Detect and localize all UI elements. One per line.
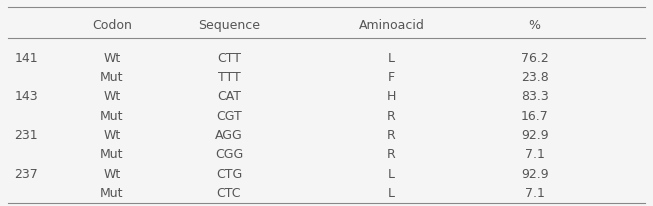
Text: Aminoacid: Aminoacid — [358, 19, 424, 32]
Text: CAT: CAT — [217, 90, 241, 103]
Text: %: % — [528, 19, 541, 32]
Text: CTG: CTG — [216, 168, 242, 181]
Text: 7.1: 7.1 — [524, 148, 545, 161]
Text: Mut: Mut — [100, 71, 123, 84]
Text: H: H — [387, 90, 396, 103]
Text: Wt: Wt — [103, 168, 121, 181]
Text: 92.9: 92.9 — [520, 129, 549, 142]
Text: CTT: CTT — [217, 52, 241, 65]
Text: 237: 237 — [14, 168, 38, 181]
Text: CTC: CTC — [217, 187, 241, 200]
Text: Wt: Wt — [103, 90, 121, 103]
Text: 92.9: 92.9 — [520, 168, 549, 181]
Text: CGG: CGG — [215, 148, 243, 161]
Text: L: L — [388, 187, 395, 200]
Text: Mut: Mut — [100, 187, 123, 200]
Text: Codon: Codon — [92, 19, 132, 32]
Text: 231: 231 — [14, 129, 38, 142]
Text: F: F — [388, 71, 395, 84]
Text: 76.2: 76.2 — [520, 52, 549, 65]
Text: R: R — [387, 148, 396, 161]
Text: CGT: CGT — [216, 110, 242, 123]
Text: AGG: AGG — [215, 129, 243, 142]
Text: Sequence: Sequence — [198, 19, 260, 32]
Text: 23.8: 23.8 — [520, 71, 549, 84]
Text: Wt: Wt — [103, 52, 121, 65]
Text: 141: 141 — [14, 52, 38, 65]
Text: 143: 143 — [14, 90, 38, 103]
Text: Mut: Mut — [100, 110, 123, 123]
Text: L: L — [388, 168, 395, 181]
Text: R: R — [387, 129, 396, 142]
Text: Mut: Mut — [100, 148, 123, 161]
Text: 83.3: 83.3 — [520, 90, 549, 103]
Text: R: R — [387, 110, 396, 123]
Text: L: L — [388, 52, 395, 65]
Text: TTT: TTT — [217, 71, 240, 84]
Text: 7.1: 7.1 — [524, 187, 545, 200]
Text: 16.7: 16.7 — [520, 110, 549, 123]
Text: Wt: Wt — [103, 129, 121, 142]
